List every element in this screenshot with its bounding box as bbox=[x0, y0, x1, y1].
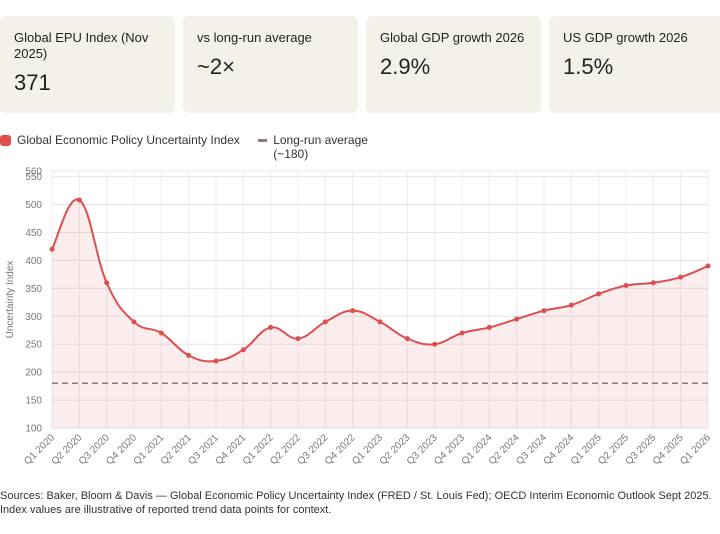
y-tick-label: 100 bbox=[25, 424, 42, 435]
point bbox=[131, 319, 137, 325]
point bbox=[514, 316, 520, 322]
legend-label: Global Economic Policy Uncertainty Index bbox=[17, 133, 240, 147]
point bbox=[678, 274, 684, 280]
kpi-value: 371 bbox=[14, 70, 51, 95]
point bbox=[459, 330, 465, 336]
point bbox=[295, 336, 301, 342]
kpi-card: Global EPU Index (Nov 2025) 371 bbox=[0, 16, 175, 113]
kpi-value: 1.5% bbox=[563, 54, 614, 79]
area bbox=[52, 199, 708, 428]
y-tick-label: 150 bbox=[25, 396, 42, 407]
kpi-label: Global GDP growth 2026 bbox=[380, 30, 525, 45]
y-tick-label: 450 bbox=[25, 228, 42, 239]
point bbox=[404, 336, 410, 342]
legend-item: Long-run average (~180) bbox=[257, 133, 378, 161]
point bbox=[49, 246, 55, 252]
point bbox=[623, 283, 629, 289]
y-tick-label: 400 bbox=[25, 256, 42, 267]
point bbox=[705, 263, 711, 269]
point bbox=[568, 302, 574, 308]
x-tick-label: Q1 2026 bbox=[678, 432, 713, 467]
point bbox=[377, 319, 383, 325]
y-tick-label: 550 bbox=[25, 172, 42, 183]
y-tick-label: 300 bbox=[25, 312, 42, 323]
point bbox=[322, 319, 328, 325]
kpi-label: US GDP growth 2026 bbox=[563, 30, 688, 45]
point bbox=[350, 308, 356, 314]
kpi-card: vs long-run average ~2× bbox=[183, 16, 358, 113]
legend: Global Economic Policy Uncertainty Index… bbox=[0, 133, 378, 161]
point bbox=[186, 352, 192, 358]
source-note: Sources: Baker, Bloom & Davis — Global E… bbox=[0, 490, 712, 516]
point bbox=[541, 308, 547, 314]
point bbox=[596, 291, 602, 297]
point bbox=[240, 347, 246, 353]
point bbox=[104, 280, 110, 286]
kpi-label: vs long-run average bbox=[197, 30, 312, 45]
legend-item: Global Economic Policy Uncertainty Index bbox=[0, 133, 240, 161]
legend-swatch bbox=[0, 135, 11, 146]
point bbox=[432, 341, 438, 347]
kpi-value: 2.9% bbox=[380, 54, 431, 79]
y-tick-label: 250 bbox=[25, 340, 42, 351]
legend-swatch bbox=[257, 139, 268, 142]
kpi-value: ~2× bbox=[197, 54, 235, 79]
y-tick-label: 350 bbox=[25, 284, 42, 295]
point bbox=[76, 197, 82, 203]
kpi-card: US GDP growth 2026 1.5% bbox=[549, 16, 720, 113]
y-tick-label: 200 bbox=[25, 368, 42, 379]
legend-label: Long-run average (~180) bbox=[273, 133, 368, 161]
point bbox=[650, 280, 656, 286]
point bbox=[158, 330, 164, 336]
point bbox=[268, 324, 274, 330]
kpi-card: Global GDP growth 2026 2.9% bbox=[366, 16, 541, 113]
y-axis-title: Uncertainty Index bbox=[5, 261, 16, 339]
point bbox=[213, 358, 219, 364]
y-tick-label: 560 bbox=[25, 167, 42, 178]
y-tick-label: 500 bbox=[25, 200, 42, 211]
point bbox=[486, 324, 492, 330]
kpi-label: Global EPU Index (Nov 2025) bbox=[14, 30, 149, 61]
